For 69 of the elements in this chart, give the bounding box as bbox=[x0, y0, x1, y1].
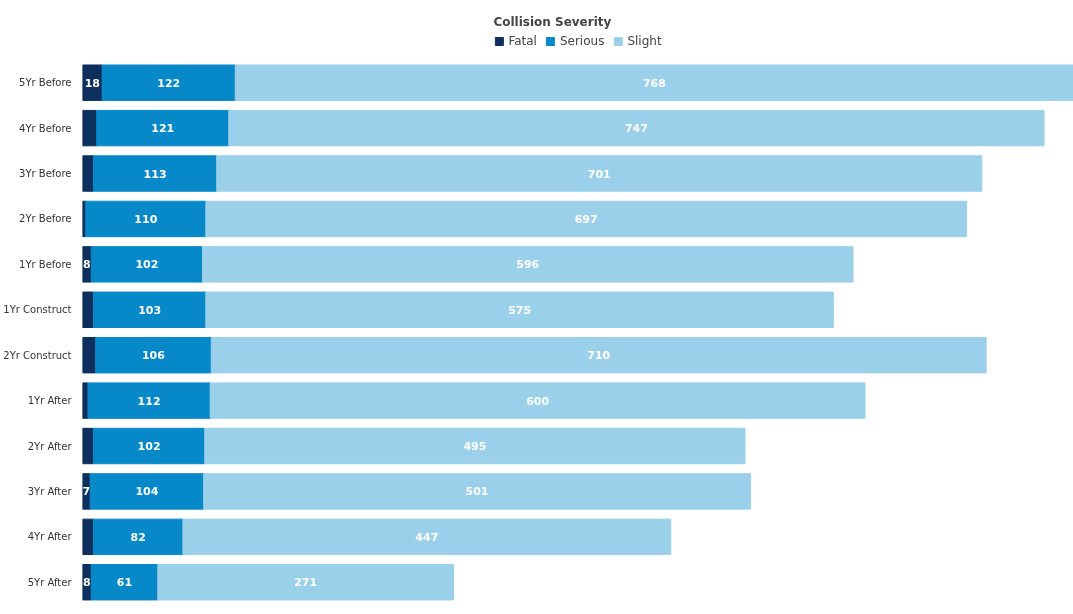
y-tick-label: 1Yr Before bbox=[19, 258, 72, 270]
bar bbox=[202, 246, 854, 283]
data-label: 110 bbox=[134, 212, 158, 226]
data-label: 106 bbox=[141, 349, 166, 363]
legend-label: Fatal bbox=[508, 34, 537, 48]
y-tick-label: 1Yr After bbox=[27, 395, 73, 407]
bar bbox=[96, 109, 230, 147]
bar bbox=[182, 518, 672, 556]
y-tick-label: 5Yr After bbox=[27, 576, 73, 588]
bar bbox=[205, 200, 968, 238]
data-label: 102 bbox=[135, 258, 159, 272]
data-label: 271 bbox=[294, 576, 318, 590]
data-label: 501 bbox=[465, 485, 489, 499]
bar bbox=[234, 64, 1073, 101]
bar bbox=[90, 246, 204, 283]
data-label: 82 bbox=[130, 530, 146, 544]
legend-title: Collision Severity bbox=[493, 15, 613, 29]
data-label: 61 bbox=[116, 576, 133, 590]
data-label: 102 bbox=[137, 440, 161, 454]
data-label: 447 bbox=[415, 530, 439, 544]
data-label: 18 bbox=[84, 76, 100, 90]
data-label: 747 bbox=[624, 122, 648, 136]
bar bbox=[92, 155, 218, 192]
y-tick-label: 3Yr After bbox=[27, 485, 73, 497]
data-label: 710 bbox=[587, 349, 611, 363]
y-tick-label: 2Yr Construct bbox=[3, 349, 72, 361]
legend-label: Slight bbox=[627, 34, 662, 48]
bar bbox=[92, 427, 206, 465]
data-label: 122 bbox=[157, 76, 181, 90]
bar bbox=[87, 382, 211, 419]
y-tick-label: 2Yr After bbox=[27, 440, 73, 452]
bar bbox=[89, 473, 205, 510]
bar bbox=[92, 518, 184, 556]
bar bbox=[90, 564, 159, 601]
data-label: 8 bbox=[83, 258, 91, 272]
bar bbox=[92, 291, 207, 328]
data-label: 701 bbox=[587, 167, 611, 181]
bar bbox=[228, 109, 1045, 147]
bar bbox=[204, 427, 746, 465]
y-tick-label: 4Yr After bbox=[27, 531, 73, 543]
bar bbox=[210, 336, 987, 374]
data-label: 121 bbox=[151, 122, 175, 136]
legend-label: Serious bbox=[559, 34, 605, 48]
data-label: 768 bbox=[642, 76, 666, 90]
bar bbox=[101, 64, 236, 101]
bar bbox=[205, 291, 834, 328]
y-tick-label: 3Yr Before bbox=[19, 168, 72, 180]
y-tick-label: 1Yr Construct bbox=[3, 304, 72, 316]
data-label: 600 bbox=[526, 394, 550, 408]
y-tick-label: 2Yr Before bbox=[19, 213, 72, 225]
bar bbox=[216, 155, 983, 192]
data-label: 7 bbox=[82, 485, 91, 499]
bar bbox=[209, 382, 866, 419]
y-tick-label: 4Yr Before bbox=[19, 122, 72, 134]
data-label: 575 bbox=[508, 303, 532, 317]
bar bbox=[82, 336, 97, 374]
data-label: 104 bbox=[135, 485, 159, 499]
data-label: 596 bbox=[516, 258, 540, 272]
bar bbox=[95, 336, 212, 374]
bar bbox=[157, 564, 455, 601]
data-label: 113 bbox=[143, 167, 167, 181]
bar bbox=[203, 473, 751, 510]
data-label: 103 bbox=[138, 303, 162, 317]
y-tick-label: 5Yr Before bbox=[19, 77, 72, 89]
bar bbox=[85, 200, 207, 238]
data-label: 112 bbox=[137, 394, 161, 408]
data-label: 8 bbox=[83, 576, 91, 590]
data-label: 697 bbox=[574, 212, 598, 226]
data-label: 495 bbox=[463, 440, 487, 454]
